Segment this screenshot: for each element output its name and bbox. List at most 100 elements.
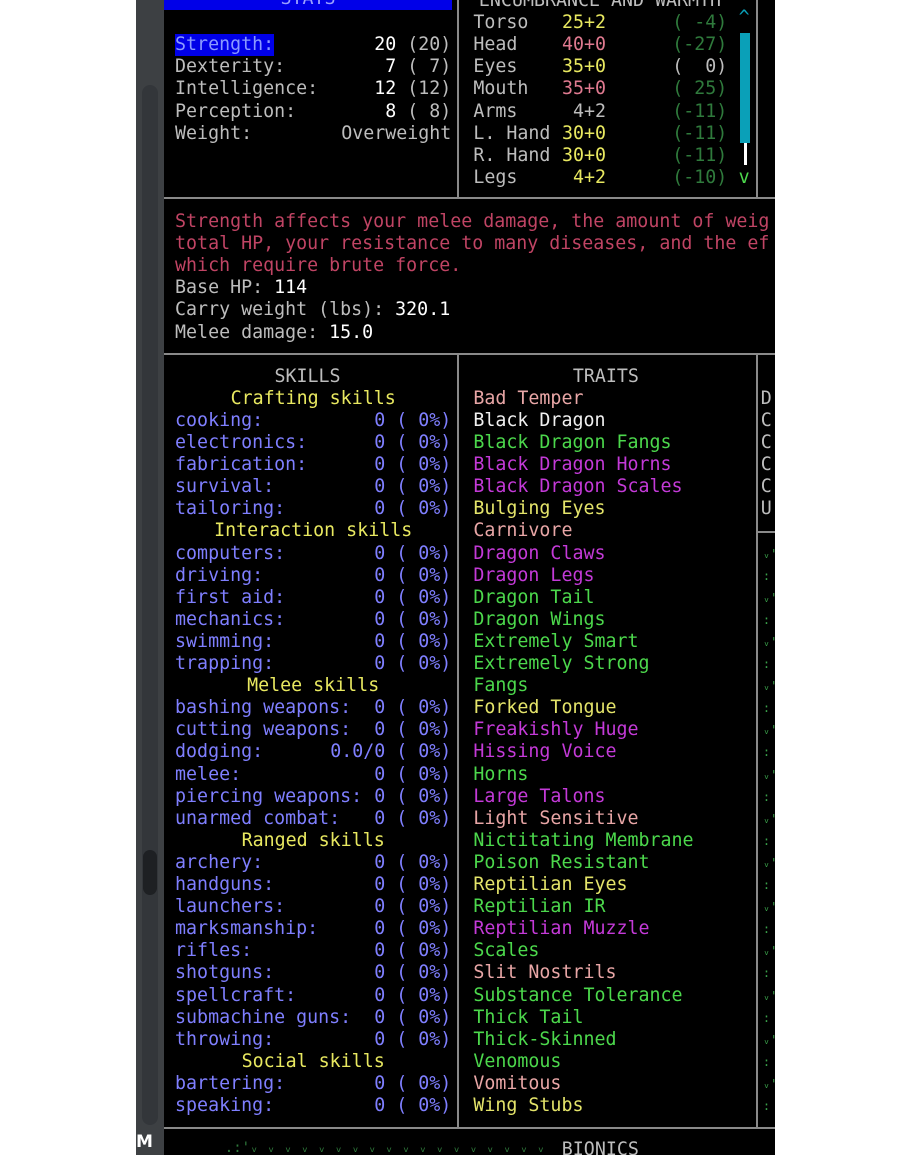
trait-item[interactable]: Horns (473, 763, 529, 785)
trait-item[interactable]: Slit Nostrils (473, 962, 617, 984)
scroll-up-icon[interactable]: ^ (738, 6, 750, 28)
skill-row[interactable]: fabrication: 0 ( 0%) (175, 454, 451, 476)
trait-item[interactable]: Venomous (473, 1050, 562, 1072)
skill-level: 0 ( 0%) (374, 807, 452, 829)
trait-item[interactable]: Carnivore (473, 520, 573, 542)
stat-row[interactable]: Perception: 8 ( 8) (175, 101, 451, 123)
skill-name: speaking: (175, 1095, 275, 1116)
skill-level: 0 ( 0%) (374, 542, 452, 564)
trait-item[interactable]: Reptilian Muzzle (473, 918, 650, 940)
skill-row[interactable]: first aid: 0 ( 0%) (175, 587, 451, 609)
trait-item[interactable]: Black Dragon Scales (473, 476, 683, 498)
trait-item[interactable]: Extremely Strong (473, 653, 650, 674)
trait-item[interactable]: Dragon Legs (473, 564, 595, 586)
stat-row[interactable]: Weight: Overweight (175, 123, 451, 145)
map-tile: ᵥ' (762, 1032, 775, 1047)
character-sheet-terminal: STATS Strength:20 (20)Dexterity:7 ( 7)In… (164, 0, 775, 1155)
trait-item[interactable]: Reptilian IR (473, 896, 606, 918)
scrollbar-thumb[interactable] (143, 850, 157, 895)
skill-row[interactable]: handguns: 0 ( 0%) (175, 874, 451, 896)
skill-row[interactable]: rifles: 0 ( 0%) (175, 940, 451, 962)
skill-row[interactable]: marksmanship: 0 ( 0%) (175, 918, 451, 940)
skill-row[interactable]: computers: 0 ( 0%) (175, 543, 451, 565)
trait-item[interactable]: Black Dragon (473, 409, 606, 431)
trait-item[interactable]: Reptilian Eyes (473, 874, 628, 895)
trait-item[interactable]: Black Dragon Fangs (473, 432, 672, 453)
trait-item[interactable]: Bad Temper (473, 387, 584, 409)
map-tile: : (762, 657, 771, 671)
trait-item[interactable]: Extremely Smart (473, 630, 639, 652)
trait-item[interactable]: Dragon Tail (473, 586, 595, 608)
skill-row[interactable]: electronics: 0 ( 0%) (175, 432, 451, 454)
skill-row[interactable]: tailoring: 0 ( 0%) (175, 498, 451, 520)
skill-row[interactable]: mechanics: 0 ( 0%) (175, 609, 451, 631)
stat-row[interactable]: Strength: 20 (20) (175, 34, 451, 57)
skill-row[interactable]: cutting weapons: 0 ( 0%) (175, 719, 451, 741)
skill-row[interactable]: launchers: 0 ( 0%) (175, 896, 451, 918)
trait-item[interactable]: Scales (473, 940, 540, 962)
stat-base: Overweight (341, 122, 452, 144)
right-panel-entry: C (760, 476, 772, 498)
melee-damage: Melee damage: 15.0 (175, 321, 374, 343)
trait-item[interactable]: Dragon Claws (473, 542, 606, 564)
stat-value: 7 (385, 56, 397, 78)
trait-item[interactable]: Poison Resistant (473, 851, 650, 873)
trait-item[interactable]: Fangs (473, 675, 529, 697)
skill-row[interactable]: spellcraft: 0 ( 0%) (175, 985, 451, 1007)
body-part: Legs (473, 166, 518, 188)
skill-row[interactable]: survival: 0 ( 0%) (175, 476, 451, 498)
skill-row[interactable]: archery: 0 ( 0%) (175, 852, 451, 874)
trait-item[interactable]: Thick-Skinned (473, 1028, 617, 1050)
traits-header: TRAITS (572, 365, 639, 387)
map-tile: ᵥ' (762, 944, 775, 959)
skill-row[interactable]: throwing: 0 ( 0%) (175, 1029, 451, 1051)
trait-item[interactable]: Thick Tail (473, 1006, 584, 1028)
trait-item[interactable]: Black Dragon Horns (473, 454, 672, 476)
stat-label: Weight: (175, 122, 253, 144)
skill-row[interactable]: bashing weapons: 0 ( 0%) (175, 697, 451, 719)
trait-item[interactable]: Dragon Wings (473, 608, 606, 630)
map-tile: : (762, 833, 771, 848)
skill-level: 0 ( 0%) (374, 454, 452, 476)
trait-item[interactable]: Forked Tongue (473, 697, 617, 719)
warmth-value: (-11) (672, 144, 728, 166)
skill-row[interactable]: bartering: 0 ( 0%) (175, 1073, 451, 1095)
trait-item[interactable]: Large Talons (473, 785, 606, 807)
divider (164, 353, 775, 355)
skill-row[interactable]: driving: 0 ( 0%) (175, 565, 451, 587)
scroll-down-icon[interactable]: v (738, 166, 750, 188)
trait-item[interactable]: Hissing Voice (473, 741, 617, 763)
scrollbar-track[interactable] (142, 85, 158, 1125)
trait-item[interactable]: Light Sensitive (473, 807, 639, 829)
skill-row[interactable]: piercing weapons: 0 ( 0%) (175, 786, 451, 808)
skill-row[interactable]: speaking: 0 ( 0%) (175, 1095, 451, 1117)
stat-row[interactable]: Intelligence: 12 (12) (175, 78, 451, 100)
warmth-value: ( 25) (672, 78, 728, 100)
encumbrance-scrollbar-thumb[interactable] (740, 33, 750, 143)
trait-item[interactable]: Bulging Eyes (473, 498, 606, 520)
description-line: which require brute force. (175, 255, 462, 277)
skill-level: 0 ( 0%) (374, 608, 452, 630)
skill-level: 0 ( 0%) (374, 1028, 452, 1050)
map-tile: ᵥ' (762, 1076, 775, 1091)
skill-level: 0 ( 0%) (374, 962, 452, 984)
trait-item[interactable]: Vomitous (473, 1072, 562, 1094)
skill-row[interactable]: shotguns: 0 ( 0%) (175, 962, 451, 984)
trait-item[interactable]: Freakishly Huge (473, 719, 639, 741)
skill-row[interactable]: unarmed combat: 0 ( 0%) (175, 808, 451, 830)
skill-row[interactable]: dodging: 0.0/0 ( 0%) (175, 741, 451, 763)
skill-row[interactable]: submachine guns: 0 ( 0%) (175, 1007, 451, 1029)
trait-item[interactable]: Substance Tolerance (473, 984, 683, 1006)
encumbrance-scrollbar-track[interactable] (744, 143, 747, 165)
skill-category: Social skills (241, 1050, 385, 1072)
skill-row[interactable]: swimming: 0 ( 0%) (175, 631, 451, 653)
encumbrance-header: ENCUMBRANCE AND WARMTH (478, 0, 722, 11)
skill-row[interactable]: trapping: 0 ( 0%) (175, 653, 451, 675)
trait-item[interactable]: Nictitating Membrane (473, 829, 694, 851)
skill-row[interactable]: cooking: 0 ( 0%) (175, 410, 451, 432)
skill-row[interactable]: melee: 0 ( 0%) (175, 764, 451, 786)
skill-level: 0 ( 0%) (374, 719, 452, 741)
trait-item[interactable]: Wing Stubs (473, 1095, 584, 1116)
skill-name: swimming: (175, 630, 275, 652)
stat-row[interactable]: Dexterity: 7 ( 7) (175, 56, 451, 78)
